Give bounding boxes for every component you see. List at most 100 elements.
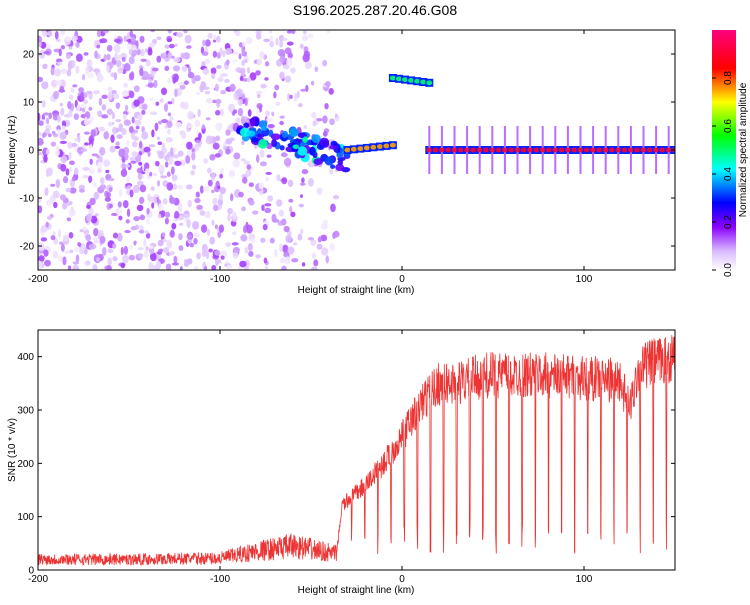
spectrogram-noise-mark	[269, 35, 274, 41]
spectrogram-tone-mark	[571, 147, 578, 153]
spectrogram-noise-mark	[115, 207, 123, 215]
spectrogram-noise-mark	[179, 84, 186, 90]
spectrogram-noise-mark	[128, 72, 135, 81]
spectrogram-noise-mark	[232, 211, 237, 220]
spectrogram-tone-mark	[426, 147, 433, 153]
spectrogram-noise-mark	[246, 66, 251, 74]
spectrogram-noise-mark	[38, 131, 42, 137]
spectrogram-noise-mark	[298, 103, 303, 108]
spectrogram-noise-mark	[133, 99, 140, 107]
spectrogram-noise-mark	[167, 128, 171, 135]
spectrogram-tone-mark	[457, 147, 464, 153]
spectrogram-noise-mark	[118, 189, 123, 197]
spectrogram-noise-mark	[261, 204, 265, 212]
spectrogram-noise-mark	[106, 108, 113, 115]
spectrogram-noise-mark	[68, 94, 74, 100]
spectrogram-rising-mark	[297, 146, 308, 156]
spectrogram-noise-mark	[155, 160, 160, 167]
spectrogram-noise-mark	[190, 169, 195, 176]
spectrogram-noise-mark	[130, 160, 137, 164]
spectrogram-noise-mark	[151, 67, 159, 72]
spectrogram-noise-mark	[108, 203, 113, 209]
spectrogram-noise-mark	[196, 252, 201, 260]
spectrogram-noise-mark	[219, 173, 224, 179]
spectrogram-noise-mark	[244, 59, 248, 63]
spectrogram-noise-mark	[111, 112, 116, 120]
spectrogram-noise-mark	[263, 257, 268, 264]
spectrogram-noise-mark	[177, 150, 184, 157]
spectrogram-noise-mark	[42, 132, 47, 138]
spectrogram-noise-mark	[97, 110, 103, 117]
colorbar-tick-label: 0.2	[723, 215, 734, 229]
spectrogram-noise-mark	[153, 172, 157, 177]
spectrogram-noise-mark	[296, 90, 300, 99]
spectrogram-rising-mark	[258, 120, 268, 129]
spectrogram-noise-mark	[128, 244, 133, 251]
spectrogram-noise-mark	[60, 243, 65, 252]
spectrogram-noise-mark	[156, 55, 162, 63]
spectrogram-noise-mark	[186, 122, 193, 129]
spectrogram-noise-mark	[55, 38, 61, 43]
spectrogram-noise-mark	[121, 128, 127, 136]
spectrogram-noise-mark	[180, 52, 185, 60]
spectrogram-tone-mark	[659, 147, 666, 153]
spectrogram-noise-mark	[164, 65, 170, 72]
spectrogram-noise-mark	[134, 119, 142, 126]
spectrogram-noise-mark	[54, 68, 62, 77]
spectrogram-noise-mark	[282, 37, 288, 41]
snr-ytick-label: 100	[17, 512, 34, 523]
spectrogram-noise-mark	[229, 137, 235, 142]
spectrogram-noise-mark	[102, 30, 109, 34]
spectrogram-noise-mark	[205, 135, 213, 145]
spectrogram-noise-mark	[301, 262, 306, 267]
spectrogram-noise-mark	[149, 245, 154, 249]
spectrogram-noise-mark	[225, 129, 231, 136]
spectrogram-noise-mark	[106, 264, 112, 270]
spectrogram-noise-mark	[46, 117, 50, 125]
spectrogram-tone-mark	[395, 76, 402, 82]
spectrogram-noise-mark	[238, 191, 244, 198]
spectrogram-noise-mark	[50, 67, 55, 76]
spectrogram-noise-mark	[137, 180, 144, 186]
spectrogram-noise-mark	[181, 65, 188, 72]
spectrogram-noise-mark	[195, 146, 200, 151]
spectrogram-noise-mark	[191, 220, 200, 230]
spectrogram-noise-mark	[174, 121, 183, 129]
spectrogram-noise-mark	[281, 218, 287, 226]
spectrogram-noise-mark	[258, 105, 262, 113]
spectrogram-noise-mark	[164, 57, 170, 62]
spectrogram-noise-mark	[47, 133, 52, 138]
spectrogram-noise-mark	[199, 185, 204, 194]
spectrogram-noise-mark	[301, 35, 309, 42]
spectrogram-noise-mark	[64, 250, 71, 255]
spectrogram-noise-mark	[65, 187, 72, 193]
spectrogram-noise-mark	[147, 48, 153, 56]
snr-series-line	[38, 335, 675, 566]
spectrogram-noise-mark	[256, 93, 261, 99]
spectrogram-tone-mark	[520, 147, 527, 153]
spectrogram-noise-mark	[174, 210, 180, 219]
spectrogram-noise-mark	[144, 162, 150, 171]
colorbar-gradient	[712, 30, 736, 270]
spectrogram-noise-mark	[167, 51, 173, 60]
spectrogram-noise-mark	[128, 56, 135, 65]
spectrogram-noise-mark	[38, 205, 43, 214]
spectrogram-noise-mark	[60, 163, 67, 172]
spectrogram-noise-mark	[177, 82, 185, 86]
spectrogram-noise-mark	[71, 176, 76, 182]
snr-ytick-label: 0	[28, 566, 34, 577]
spectrogram-noise-mark	[298, 203, 305, 208]
spectrogram-noise-mark	[301, 169, 309, 175]
spectrogram-noise-mark	[159, 170, 164, 176]
spectrogram-tone-mark	[438, 147, 445, 153]
spectrogram-noise-mark	[271, 213, 277, 223]
spectrogram-noise-mark	[238, 42, 243, 48]
spectrogram-noise-mark	[215, 98, 222, 105]
spectrogram-noise-mark	[219, 193, 223, 201]
spectrogram-noise-mark	[213, 34, 217, 40]
spectrogram-noise-mark	[99, 146, 106, 156]
spectrogram-tone-mark	[539, 147, 546, 153]
spectrogram-tone-mark	[514, 147, 521, 153]
spectrogram-noise-mark	[235, 117, 241, 125]
